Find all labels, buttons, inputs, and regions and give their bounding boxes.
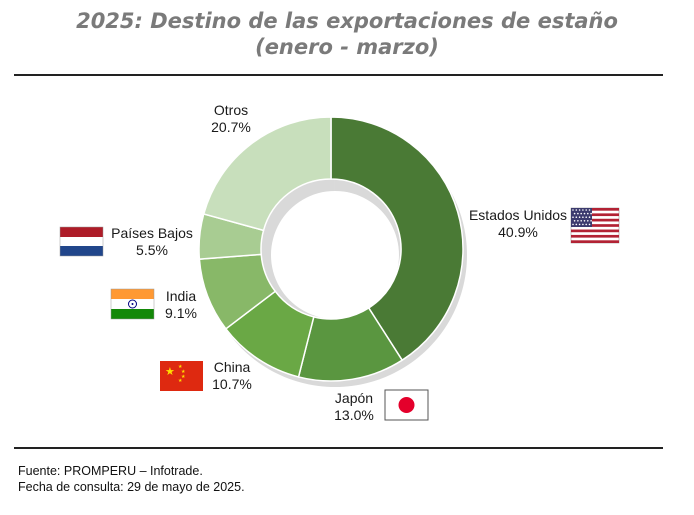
slice-value-label: 40.9% — [498, 224, 538, 240]
top-divider — [14, 74, 663, 76]
donut-slices — [198, 116, 464, 382]
svg-text:★: ★ — [181, 374, 186, 380]
slice-name-label: Países Bajos — [111, 225, 193, 241]
slice-value-label: 20.7% — [211, 119, 251, 135]
slice-name-label: Japón — [335, 390, 373, 406]
svg-text:★: ★ — [178, 378, 183, 384]
chart-title: 2025: Destino de las exportaciones de es… — [0, 8, 694, 60]
chart-footer: Fuente: PROMPERU – Infotrade. Fecha de c… — [18, 463, 245, 495]
svg-text:★: ★ — [178, 364, 183, 370]
slice-value-label: 13.0% — [334, 407, 374, 423]
japan-flag-icon — [384, 389, 429, 421]
svg-text:★: ★ — [181, 369, 186, 375]
slice-value-label: 9.1% — [165, 305, 197, 321]
china-flag-icon: ★ ★ ★ ★ ★ — [160, 361, 203, 391]
source-note: Fuente: PROMPERU – Infotrade. — [18, 464, 203, 478]
slice-name-label: Otros — [214, 102, 248, 118]
usa-flag-icon — [570, 207, 620, 244]
slice-name-label: China — [214, 359, 251, 375]
slice-name-label: Estados Unidos — [469, 207, 567, 223]
slice-value-label: 5.5% — [136, 242, 168, 258]
date-note: Fecha de consulta: 29 de mayo de 2025. — [18, 480, 245, 494]
india-flag-icon — [110, 288, 155, 320]
svg-text:★: ★ — [165, 365, 175, 378]
slice-otros — [202, 116, 332, 232]
netherlands-flag-icon — [59, 226, 104, 257]
slice-value-label: 10.7% — [212, 376, 252, 392]
slice-estados-unidos — [330, 116, 464, 362]
bottom-divider — [14, 447, 663, 449]
chart-title-line-1: 2025: Destino de las exportaciones de es… — [76, 9, 618, 33]
chart-title-line-2: (enero - marzo) — [255, 35, 439, 59]
slice-name-label: India — [166, 288, 197, 304]
